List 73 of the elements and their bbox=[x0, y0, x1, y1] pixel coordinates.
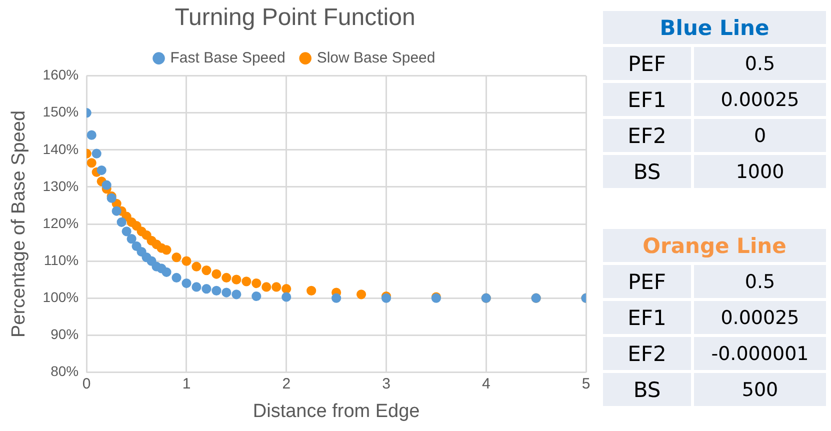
point bbox=[222, 272, 232, 283]
y-tick-label: 80% bbox=[50, 363, 79, 380]
y-tick-label: 130% bbox=[42, 178, 79, 194]
point bbox=[102, 180, 112, 190]
legend-label: Slow Base Speed bbox=[316, 49, 436, 66]
point bbox=[332, 293, 342, 303]
y-tick-label: 140% bbox=[42, 140, 79, 157]
x-tick-label: 2 bbox=[282, 375, 291, 392]
chart-title: Turning Point Function bbox=[174, 4, 416, 32]
point bbox=[112, 206, 122, 216]
x-axis-title: Distance from Edge bbox=[252, 400, 420, 422]
category-label: PEF bbox=[603, 47, 691, 80]
category-label: EF1 bbox=[603, 301, 691, 334]
point bbox=[192, 262, 202, 272]
text: -0.000001 bbox=[711, 342, 809, 364]
y-tick-label: 90% bbox=[50, 326, 79, 342]
point bbox=[272, 282, 282, 292]
text: 0 bbox=[754, 124, 766, 146]
y-tick-label: 160% bbox=[42, 66, 79, 83]
point bbox=[252, 291, 262, 302]
category-label: EF2 bbox=[603, 337, 691, 370]
point bbox=[172, 252, 182, 262]
point bbox=[182, 256, 192, 266]
y-tick-label: 150% bbox=[42, 104, 79, 120]
point bbox=[202, 266, 212, 276]
legend-label: Fast Base Speed bbox=[170, 49, 286, 66]
point bbox=[86, 158, 96, 168]
x-tick-label: 4 bbox=[482, 375, 490, 392]
point bbox=[232, 274, 242, 284]
point bbox=[222, 288, 232, 298]
point bbox=[172, 272, 182, 283]
x-tick-label: 3 bbox=[382, 375, 390, 392]
point bbox=[232, 290, 242, 300]
point bbox=[192, 282, 202, 292]
point bbox=[86, 130, 96, 140]
point bbox=[126, 234, 136, 244]
point bbox=[96, 165, 106, 176]
point bbox=[262, 282, 272, 292]
category-label: BS bbox=[603, 155, 691, 188]
point bbox=[212, 269, 222, 279]
point bbox=[202, 284, 212, 294]
point bbox=[182, 278, 192, 288]
category-label: EF1 bbox=[603, 83, 691, 116]
category-label: EF2 bbox=[603, 119, 691, 152]
text: 0.5 bbox=[744, 270, 776, 292]
text: 1000 bbox=[736, 160, 784, 182]
point bbox=[116, 217, 126, 227]
point bbox=[242, 276, 252, 286]
y-tick-label: 110% bbox=[44, 252, 79, 268]
point bbox=[92, 148, 102, 158]
text: 0.5 bbox=[744, 52, 776, 74]
y-axis-title: Percentage of Base Speed bbox=[8, 110, 30, 338]
x-tick-label: 1 bbox=[182, 375, 191, 392]
text: Blue Line bbox=[603, 11, 826, 44]
point bbox=[162, 245, 172, 255]
point bbox=[356, 290, 366, 300]
text: Orange Line bbox=[603, 229, 826, 262]
category-label: BS bbox=[603, 373, 691, 406]
point bbox=[306, 286, 316, 296]
text: 0.00025 bbox=[720, 306, 800, 328]
text: 500 bbox=[742, 378, 778, 400]
point bbox=[252, 278, 262, 288]
y-tick-label: 100% bbox=[42, 288, 79, 305]
x-tick-label: 5 bbox=[582, 375, 590, 392]
category-label: PEF bbox=[603, 265, 691, 298]
point bbox=[162, 267, 172, 277]
x-tick-label: 0 bbox=[82, 375, 91, 392]
y-tick-label: 120% bbox=[42, 214, 79, 231]
point bbox=[282, 292, 292, 302]
point bbox=[212, 286, 222, 296]
text: 0.00025 bbox=[720, 88, 800, 110]
point bbox=[282, 284, 292, 294]
point bbox=[122, 226, 132, 236]
